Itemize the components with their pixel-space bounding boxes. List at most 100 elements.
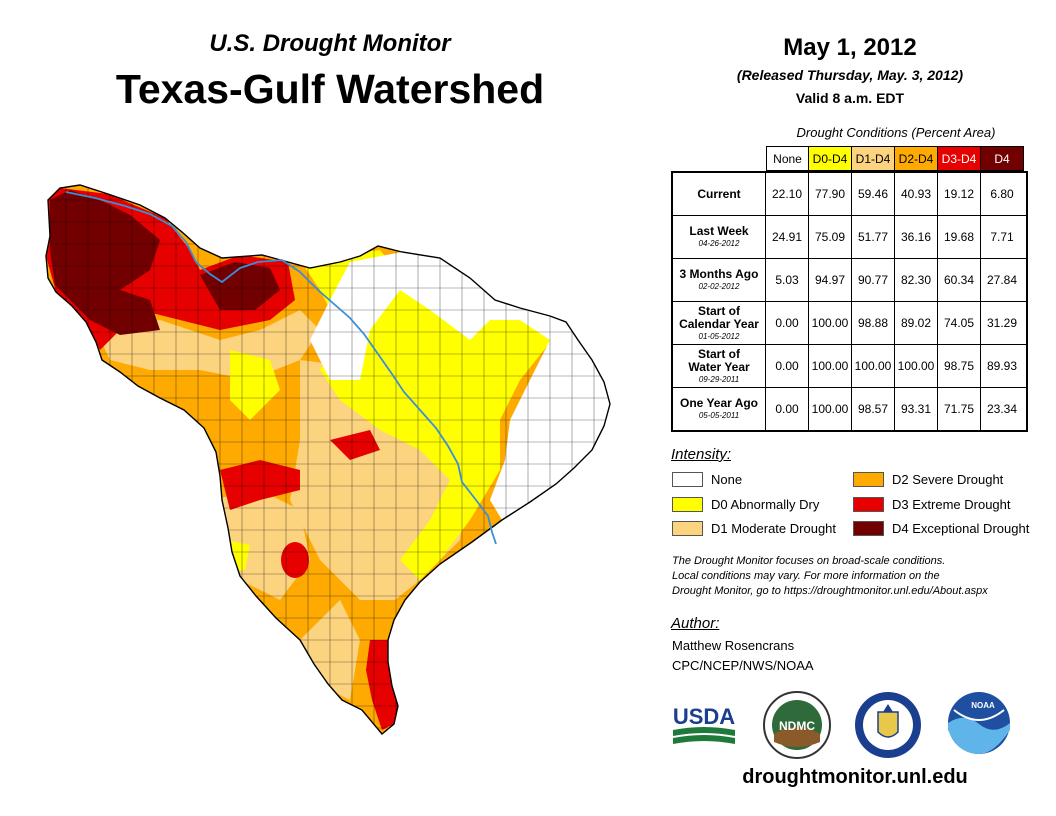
table-cell: 27.84 [986,273,1018,287]
table-cell: 100.00 [809,345,852,387]
row-label: Current [673,173,766,215]
note-line: Drought Monitor, go to https://droughtmo… [672,585,988,597]
usda-logo-hills-lower [673,735,735,744]
row-date: 01-05-2012 [698,331,740,341]
table-cell: 60.34 [938,259,981,301]
table-cell: 90.77 [852,259,895,301]
map-title: Texas-Gulf Watershed [115,66,545,112]
column-header-d2-d4: D2-D4 [895,146,938,171]
row-label: One Year Ago 05-05-2011 [673,388,766,430]
noaa-logo-text: NOAA [971,701,995,710]
noaa-logo-wave [948,717,1010,754]
ndmc-logo-ground [774,727,820,747]
column-header-d4: D4 [981,146,1024,171]
table-cell: 89.93 [986,359,1018,373]
usda-logo: USDA [673,704,735,744]
zone-d3-south-spot [281,542,309,578]
table-cell: 51.77 [852,216,895,258]
legend-item-d3: D3 Extreme Drought [853,497,1011,512]
table-cell: 0.00 [766,388,809,430]
row-label-main: Last Week [689,224,749,238]
legend-swatch [672,497,703,512]
noaa-logo-gull [953,709,1005,721]
table-cell: 98.57 [852,388,895,430]
river-line [65,191,497,545]
legend-label: D1 Moderate Drought [711,521,837,536]
row-date: 04-26-2012 [698,239,740,248]
row-date: 09-29-2011 [698,374,740,384]
row-date: 05-05-2011 [698,411,740,420]
map-date: May 1, 2012 [783,34,917,61]
table-cell: 98.75 [938,345,981,387]
noaa-logo: NOAA [948,692,1010,754]
table-cell: 74.05 [938,302,981,344]
author-heading: Author: [671,615,720,632]
table-cell: 100.00 [852,345,895,387]
legend-swatch [672,521,703,536]
legend-item-d1: D1 Moderate Drought [672,521,836,536]
legend-item-d0: D0 Abnormally Dry [672,497,819,512]
row-label-main: One Year Ago [679,396,759,410]
table-cell: 98.88 [852,302,895,344]
zone-none-northeast [310,252,610,520]
table-caption: Drought Conditions (Percent Area) [796,125,996,140]
table-cell: 7.71 [990,230,1014,244]
table-cell: 89.02 [895,302,938,344]
table-cell: 71.75 [938,388,981,430]
legend-label: D3 Extreme Drought [892,497,1011,512]
legend-heading: Intensity: [671,446,732,463]
table-cell: 24.91 [766,216,809,258]
row-label-main-2: Water Year [688,359,750,374]
table-cell: 100.00 [895,345,938,387]
row-label: Last Week 04-26-2012 [673,216,766,258]
drought-monitor-url[interactable]: droughtmonitor.unl.edu [742,766,968,788]
table-cell: 40.93 [895,173,938,215]
legend-swatch [672,472,703,487]
table-row: One Year Ago 05-05-2011 0.00 100.00 98.57 93.… [673,388,1026,430]
table-cell: 0.00 [766,345,809,387]
row-label-main: Start of [698,346,740,361]
legend-label: None [711,472,743,487]
drought-intensity-zones [46,185,610,734]
table-cell: 93.31 [895,388,938,430]
note-line: Local conditions may vary. For more info… [672,570,940,582]
ndmc-logo: NDMC [763,691,831,759]
column-header-d1-d4: D1-D4 [852,146,895,171]
table-row: Start of Calendar Year 01-05-2012 0.00 100.0… [673,302,1026,345]
map-subtitle: U.S. Drought Monitor [209,30,451,57]
table-cell: 59.46 [852,173,895,215]
drought-map [45,184,611,735]
column-header-d0-d4: D0-D4 [809,146,852,171]
department-of-commerce-seal [855,692,921,758]
row-label: Start of Calendar Year 01-05-2012 [673,302,766,344]
table-cell: 23.34 [986,402,1018,416]
row-label-main: Start of [698,303,740,318]
table-row: Start of Water Year 09-29-2011 0.00 100.00 10… [673,345,1026,388]
column-header-d3-d4: D3-D4 [938,146,981,171]
legend-label: D4 Exceptional Drought [892,521,1030,536]
zone-d3-central-west [220,460,300,510]
row-label: 3 Months Ago 02-02-2012 [673,259,766,301]
table-cell: 31.29 [986,316,1018,330]
row-label-main: Current [697,186,741,201]
legend-swatch [853,521,884,536]
table-cell: 94.97 [809,259,852,301]
table-cell: 19.12 [938,173,981,215]
row-label-main-2: Calendar Year [679,316,759,331]
table-cell: 19.68 [938,216,981,258]
author-organization: CPC/NCEP/NWS/NOAA [672,658,814,673]
table-row: 3 Months Ago 02-02-2012 5.03 94.97 90.77 82.3… [673,259,1026,302]
drought-monitor-note: The Drought Monitor focuses on broad-sca… [672,554,1042,599]
legend-swatch [853,497,884,512]
release-date: (Released Thursday, May. 3, 2012) [736,67,964,83]
table-row: Current 22.10 77.90 59.46 40.93 19.12 6.80 [673,173,1026,216]
legend-item-d4: D4 Exceptional Drought [853,521,1029,536]
column-header-none: None [766,146,809,171]
valid-time: Valid 8 a.m. EDT [795,90,905,106]
doc-seal-eagle [883,704,893,712]
legend-label: D2 Severe Drought [892,472,1004,487]
zone-d3-central [330,430,380,460]
table-row: Last Week 04-26-2012 24.91 75.09 51.77 36.16 1… [673,216,1026,259]
note-line: The Drought Monitor focuses on broad-sca… [672,555,946,567]
usda-logo-text: USDA [673,704,735,729]
